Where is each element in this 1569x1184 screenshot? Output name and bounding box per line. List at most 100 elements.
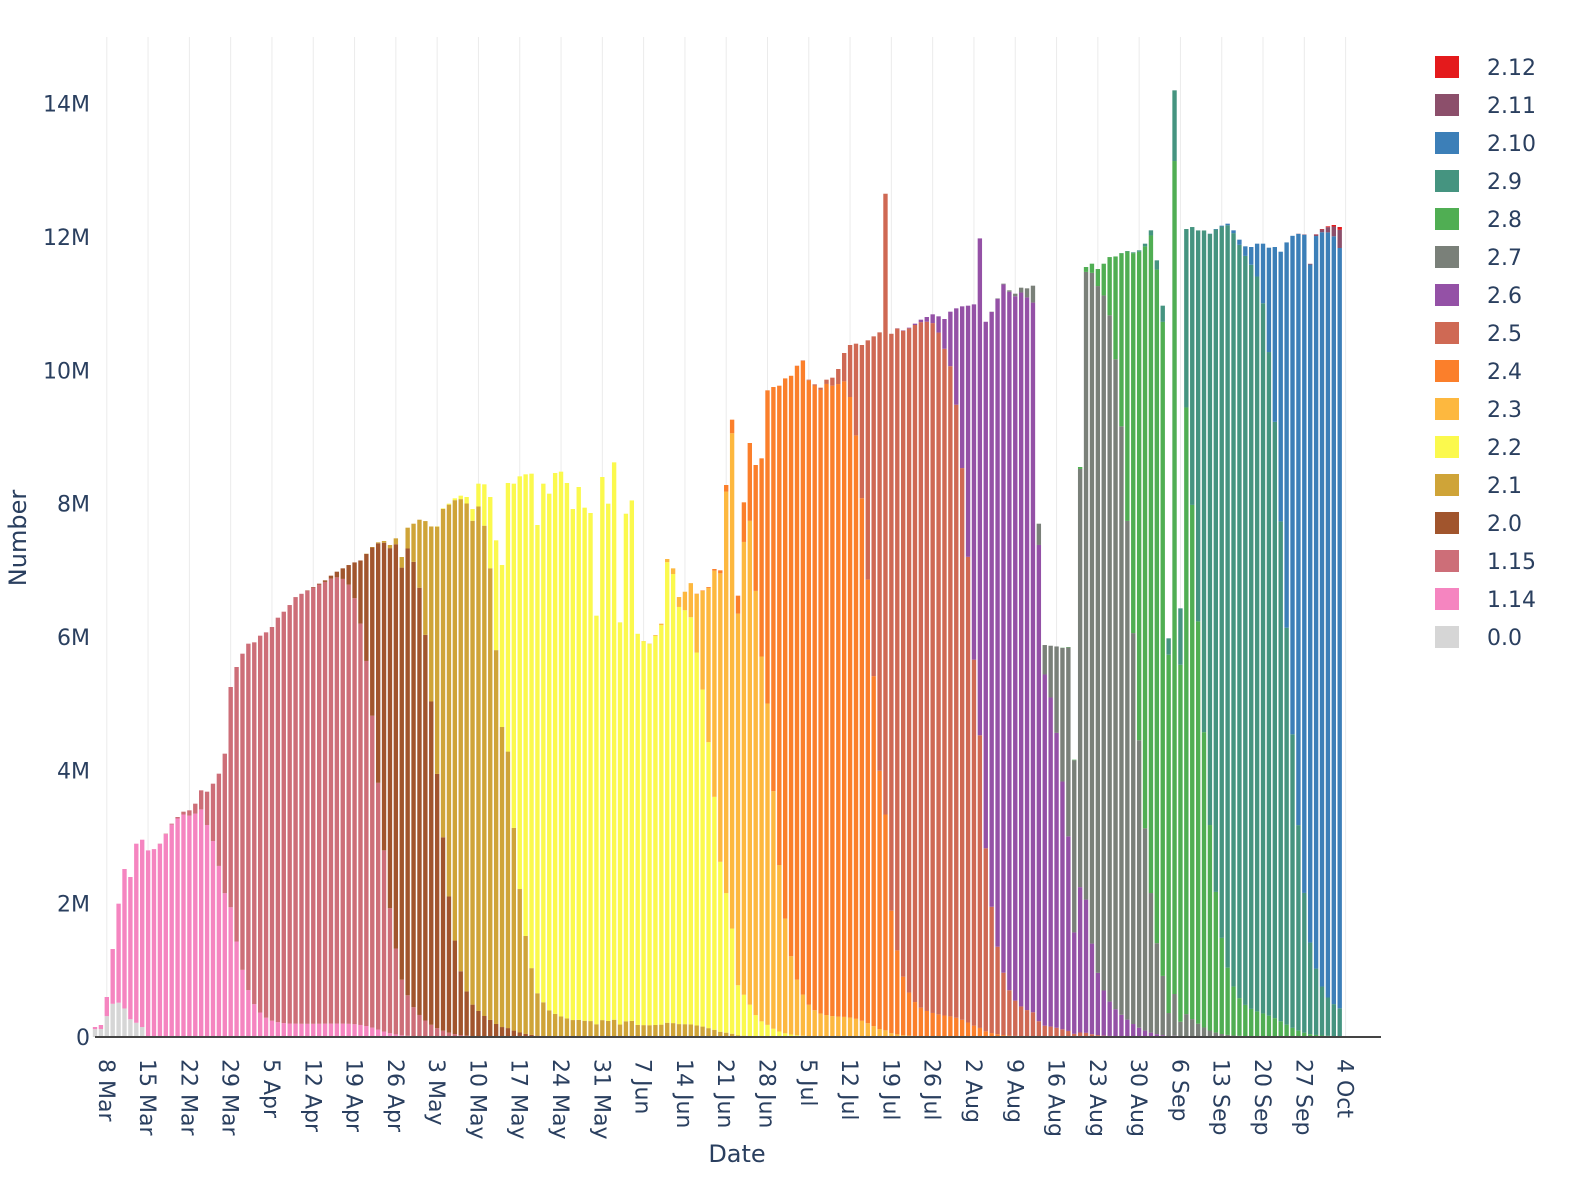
bar-segment — [429, 1024, 434, 1037]
bar-segment — [877, 332, 882, 771]
bar-segment — [1337, 227, 1342, 230]
bar-segment — [1254, 243, 1260, 277]
bar-segment — [1077, 468, 1083, 888]
bar-segment — [1113, 256, 1118, 360]
legend-swatch — [1435, 512, 1459, 534]
legend-label: 2.11 — [1487, 94, 1536, 119]
bar-segment — [954, 404, 959, 1018]
bar-segment — [759, 1021, 764, 1037]
x-tick-label: 3 May — [423, 1059, 448, 1125]
bar-segment — [617, 622, 623, 1025]
x-tick-label: 24 May — [547, 1059, 572, 1139]
bar-segment — [558, 1016, 564, 1037]
bar-segment — [517, 889, 522, 1033]
bar-segment — [594, 1024, 599, 1037]
bar-segment — [788, 956, 794, 1035]
bar-segment — [777, 385, 782, 866]
bar-segment — [263, 632, 269, 1018]
legend-label: 2.0 — [1487, 512, 1522, 537]
bar-segment — [741, 502, 747, 542]
bar-segment — [234, 941, 239, 1037]
bar-segment — [417, 519, 422, 588]
y-tick-label: 2M — [57, 893, 90, 918]
bar-segment — [488, 1019, 493, 1037]
bar-segment — [216, 865, 222, 1037]
bar-segment — [765, 1024, 770, 1037]
bar-segment — [293, 1023, 298, 1037]
bar-segment — [629, 1020, 634, 1037]
bar-segment — [812, 384, 817, 386]
x-tick-label: 4 Oct — [1332, 1059, 1357, 1118]
bar-segment — [871, 1026, 876, 1037]
bar-segment — [818, 387, 823, 390]
bar-segment — [464, 503, 469, 992]
legend-label: 2.7 — [1487, 246, 1522, 271]
bar-segment — [1178, 664, 1183, 1022]
bar-segment — [847, 345, 853, 398]
bar-segment — [476, 483, 481, 507]
bar-segment — [1302, 1032, 1307, 1037]
bar-segment — [423, 521, 428, 635]
bar-segment — [611, 1019, 617, 1037]
bar-segment — [830, 377, 835, 386]
bar-segment — [918, 319, 924, 323]
x-tick-label: 12 Apr — [299, 1059, 324, 1133]
legend-swatch — [1435, 322, 1459, 344]
x-tick-label: 29 Mar — [217, 1059, 242, 1136]
bar-segment — [1172, 161, 1177, 994]
bar-segment — [759, 458, 764, 657]
bar-segment — [735, 595, 741, 614]
bar-segment — [1089, 1034, 1095, 1037]
bar-segment — [204, 791, 210, 825]
bar-segment — [1302, 892, 1307, 1033]
bar-segment — [558, 471, 564, 1017]
bar-segment — [995, 1034, 1000, 1037]
bar-segment — [1260, 1013, 1266, 1037]
bar-segment — [399, 567, 404, 980]
bar-segment — [1190, 504, 1195, 1020]
bar-segment — [122, 1008, 127, 1037]
x-tick-label: 16 Aug — [1043, 1059, 1068, 1137]
legend-label: 1.15 — [1487, 550, 1536, 575]
bar-segment — [936, 316, 941, 333]
bar-segment — [1024, 288, 1030, 298]
bar-segment — [706, 587, 711, 743]
bar-segment — [1148, 230, 1154, 236]
bar-segment — [971, 1025, 977, 1037]
bar-segment — [1125, 251, 1130, 521]
bar-segment — [1249, 247, 1254, 265]
bar-segment — [281, 611, 286, 1024]
bar-segment — [1237, 244, 1242, 999]
bar-segment — [1095, 286, 1101, 973]
bar-segment — [788, 1034, 794, 1037]
bar-segment — [358, 623, 363, 1025]
bar-segment — [1166, 638, 1171, 655]
bar-segment — [517, 1032, 522, 1037]
bar-segment — [140, 1027, 145, 1037]
bar-segment — [670, 574, 676, 1024]
bar-segment — [1190, 1019, 1195, 1037]
bar-segment — [1131, 1024, 1136, 1037]
bar-segment — [1077, 467, 1083, 469]
bar-segment — [470, 509, 475, 521]
bar-segment — [476, 1010, 481, 1037]
bar-segment — [222, 753, 227, 894]
bar-segment — [393, 544, 399, 949]
bar-segment — [452, 940, 458, 1035]
bar-segment — [853, 1018, 859, 1037]
bar-segment — [777, 865, 782, 1032]
bar-segment — [1266, 352, 1272, 1016]
bar-segment — [417, 1014, 422, 1037]
bar-segment — [965, 305, 971, 557]
bar-segment — [570, 509, 576, 1021]
bar-segment — [783, 918, 788, 1034]
bar-segment — [1089, 272, 1095, 944]
bar-segment — [1231, 986, 1236, 1036]
bar-segment — [263, 1017, 269, 1037]
bar-segment — [918, 322, 924, 1008]
bar-segment — [995, 298, 1000, 947]
bar-segment — [440, 1030, 446, 1037]
bar-segment — [859, 498, 865, 1021]
bar-segment — [989, 1033, 994, 1037]
bar-segment — [1231, 233, 1236, 987]
